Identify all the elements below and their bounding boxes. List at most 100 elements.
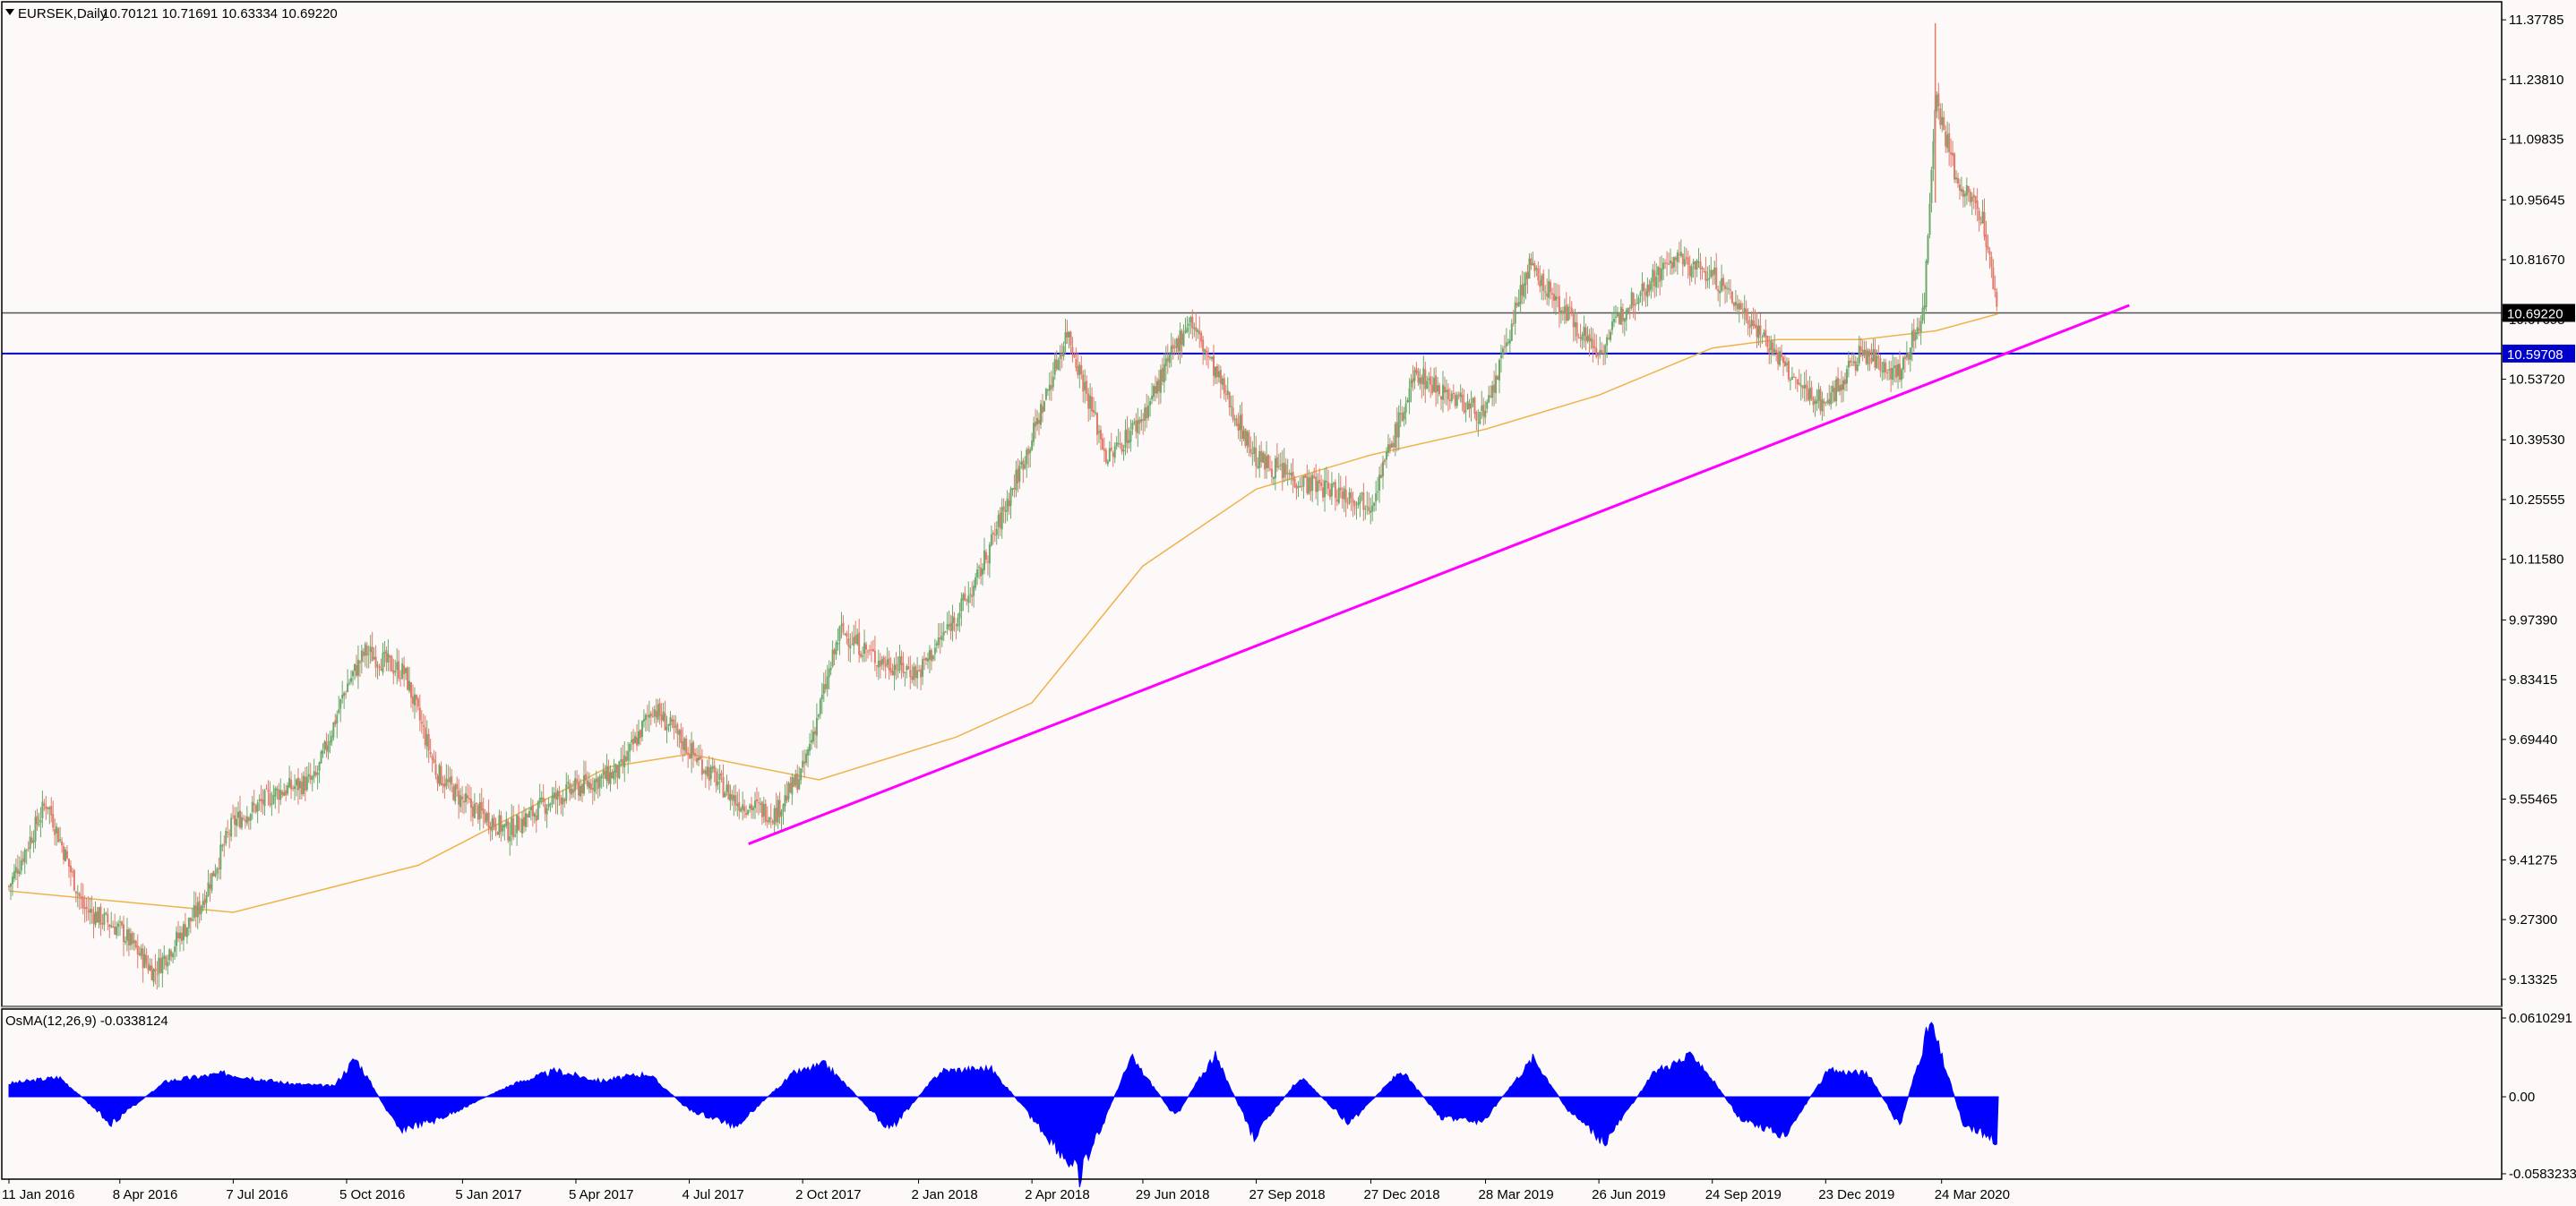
candle-body [1850,364,1853,366]
candle-body [865,644,868,650]
price-panel[interactable] [2,22,2502,990]
triangle-down-icon[interactable] [5,9,14,15]
candle-body [1388,444,1391,450]
candle-body [1202,339,1205,352]
candle-body [1311,475,1314,492]
candle-body [1621,309,1624,321]
candle-body [1255,448,1258,466]
candle-body [436,775,439,783]
candle-body [1043,401,1045,412]
candle-body [307,774,310,777]
candle-body [1041,406,1043,414]
candle-body [769,817,772,819]
trendline[interactable] [748,304,2130,845]
candle-body [664,713,666,731]
candle-body [54,829,56,835]
candle-body [1981,211,1984,224]
candle-body [438,765,441,784]
price-axis-label: 9.41275 [2509,852,2557,868]
candle-body [519,831,522,833]
candle-body [1960,188,1962,192]
time-axis-label: 29 Jun 2018 [1136,1187,1210,1202]
candle-body [1086,381,1088,394]
candle-body [389,655,391,658]
candle-body [279,790,282,800]
candle-body [348,682,351,684]
candle-body [791,776,794,795]
candle-body [1952,152,1954,156]
candle-body [1170,346,1172,353]
candle-body [1292,472,1294,481]
candle-body [523,817,526,826]
candle-body [895,663,897,670]
candle-body [1498,359,1500,381]
candle-body [43,803,46,806]
candle-body [1521,284,1524,295]
candle-body [1955,177,1958,180]
candle-body [880,659,883,665]
candle-body [1558,295,1560,314]
candle-body [1488,395,1490,403]
candle-body [793,777,795,787]
candle-body [1706,278,1709,281]
candle-body [759,803,761,805]
candle-body [45,806,47,809]
candle-body [1567,306,1569,321]
osma-panel[interactable]: OsMA(12,26,9) -0.0338124 [5,1014,1999,1188]
candle-body [142,948,144,969]
candle-body [185,927,188,937]
candle-body [1885,363,1887,372]
candle-body [1232,407,1234,420]
candle-body [1994,288,1996,291]
candle-body [990,534,992,546]
candle-body [1328,489,1331,498]
candle-body [18,870,21,875]
candle-body [422,725,425,727]
candle-body [1272,477,1275,480]
candle-body [1267,455,1270,468]
candle-body [1057,359,1060,371]
candle-body [694,753,697,757]
candle-body [1697,261,1700,263]
candle-body [411,696,414,704]
candle-body [802,760,804,768]
candle-body [593,780,596,792]
candle-body [205,894,208,903]
candle-body [533,813,536,817]
candle-body [734,795,737,806]
candle-body [700,759,703,775]
candle-body [1572,313,1575,328]
candle-body [873,650,876,663]
candle-body [1179,329,1181,352]
candle-body [889,668,892,673]
candle-body [1087,393,1090,409]
candle-body [64,849,67,862]
candle-body [1355,507,1358,509]
candle-body [591,788,594,791]
candle-body [826,676,829,689]
candle-body [778,800,781,817]
candle-body [1138,419,1141,424]
candle-body [1856,364,1859,372]
candle-body [1867,351,1869,365]
price-axis-label: 11.37785 [2509,13,2563,28]
candle-body [218,868,220,869]
candle-body [96,911,99,923]
candle-body [642,718,645,722]
candle-body [1499,355,1502,359]
candle-body [159,958,162,973]
candle-body [724,792,726,798]
candle-body [658,703,661,716]
candle-body [718,774,721,780]
candle-body [653,709,656,717]
candle-body [1455,395,1458,406]
candle-body [900,655,903,665]
candle-body [1595,347,1598,357]
candle-body [877,660,880,668]
candle-body [1204,348,1206,352]
candle-body [1490,396,1492,398]
candle-body [1064,332,1067,345]
candle-body [140,947,142,956]
candle-body [1268,468,1271,470]
candle-body [1241,414,1243,440]
